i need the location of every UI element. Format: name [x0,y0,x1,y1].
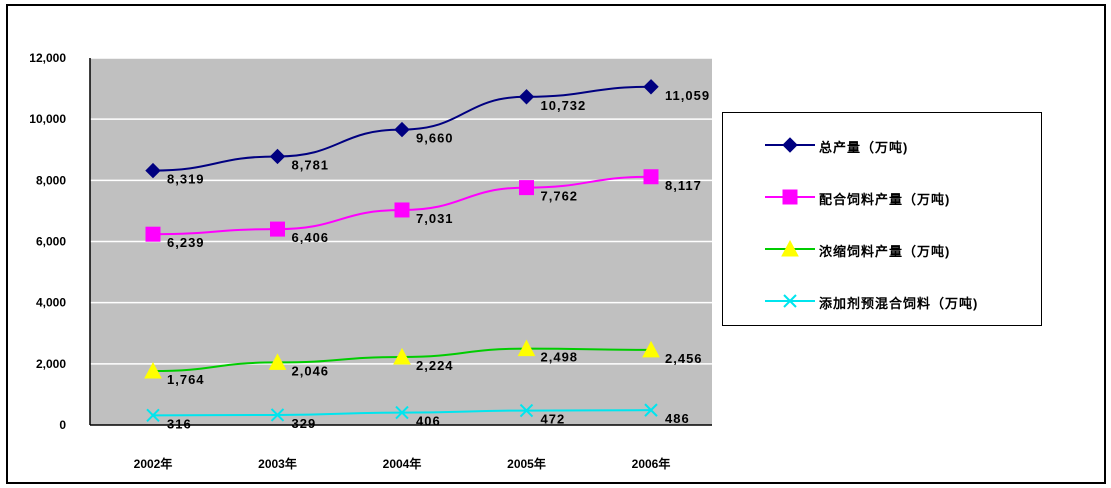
y-tick-label: 8,000 [36,173,66,187]
data-label: 2,456 [665,351,703,366]
data-point-triangle [781,239,799,257]
x-tick-label: 2006年 [632,456,671,471]
data-label: 10,732 [541,98,587,113]
legend-label: 添加剂预混合饲料（万吨) [819,296,979,311]
chart-legend: 总产量（万吨) 配合饲料产量（万吨) 浓缩饲料产量（万吨) 添加剂预混合饲料（万… [722,112,1042,326]
data-label: 11,059 [665,88,710,103]
y-tick-label: 2,000 [36,357,66,371]
data-label: 8,117 [665,178,702,193]
data-point-x [270,408,285,422]
data-point-x [146,408,160,423]
data-point-triangle [393,347,411,365]
x-tick-label: 2004年 [383,456,422,471]
legend-entry-premix: 添加剂预混合饲料（万吨) [723,289,1041,313]
data-point-square [145,226,161,242]
x-tick-label: 2003年 [258,456,297,471]
legend-swatch-triangle-icon [765,239,815,257]
legend-label: 浓缩饲料产量（万吨) [819,244,951,259]
data-point-diamond [643,79,659,95]
data-label: 2,498 [541,350,579,365]
data-label: 8,781 [292,157,330,172]
data-point-triangle [517,339,536,357]
x-tick-label: 2002年 [134,456,173,471]
y-tick-label: 4,000 [36,296,66,310]
legend-swatch-diamond-icon [765,137,815,153]
data-label: 6,406 [292,230,330,245]
data-label: 472 [541,412,566,427]
data-label: 329 [292,416,317,431]
data-point-square [270,221,285,237]
legend-entry-compound: 配合饲料产量（万吨) [723,185,1041,209]
data-point-x-stroke [270,408,285,422]
data-point-triangle [642,340,660,358]
data-point-x [783,294,797,308]
data-point-x [644,403,658,417]
y-tick-label: 12,000 [29,51,66,65]
data-label: 406 [416,414,441,429]
data-label: 2,224 [416,358,454,373]
data-label: 7,762 [541,189,579,204]
data-label: 316 [167,416,192,431]
data-label: 486 [665,411,690,426]
data-label: 2,046 [292,363,330,378]
data-point-x-stroke [395,405,409,420]
data-point-square [643,169,659,185]
y-tick-label: 0 [59,418,66,432]
data-label: 7,031 [416,211,454,226]
data-point-triangle [268,353,287,370]
data-point-diamond [269,148,286,165]
data-point-x [395,405,409,420]
data-point-x-stroke [519,403,534,418]
y-tick-label: 10,000 [29,112,66,126]
y-tick-label: 6,000 [36,235,66,249]
data-label: 8,319 [167,172,205,187]
data-point-x-stroke [146,408,160,423]
data-point-square [519,180,534,196]
data-label: 9,660 [416,131,454,146]
data-point-x-stroke [783,294,797,308]
data-label: 6,239 [167,235,205,250]
legend-swatch-x-icon [765,294,815,308]
legend-label: 配合饲料产量（万吨) [819,192,951,207]
data-point-x [519,403,534,418]
data-point-diamond [782,137,798,153]
legend-swatch-square-icon [765,189,815,205]
data-point-diamond [394,121,410,138]
legend-entry-concentrate: 浓缩饲料产量（万吨) [723,237,1041,261]
data-point-square [782,189,798,205]
legend-label: 总产量（万吨) [819,140,909,155]
data-point-x-stroke [644,403,658,417]
data-point-square [394,202,410,218]
data-point-diamond [145,162,161,179]
x-tick-label: 2005年 [507,456,546,471]
legend-entry-total: 总产量（万吨) [723,133,1041,157]
data-label: 1,764 [167,372,205,387]
data-point-diamond [518,89,535,105]
data-point-triangle [144,361,162,379]
